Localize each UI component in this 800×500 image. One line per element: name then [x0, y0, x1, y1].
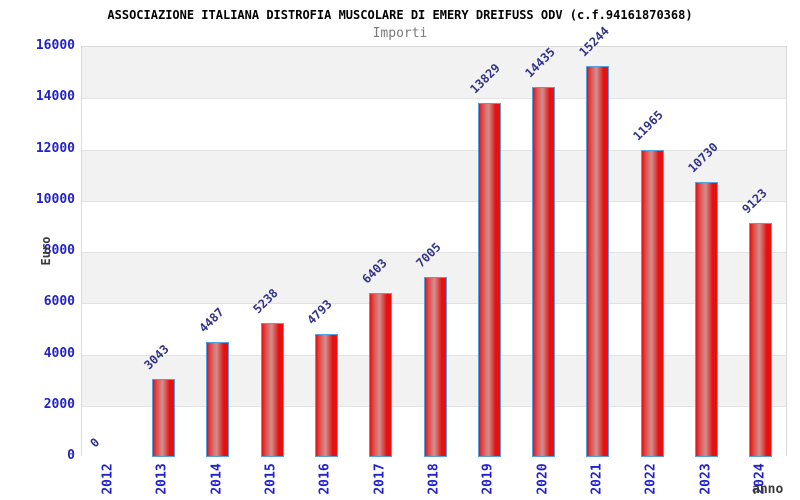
bar — [206, 342, 229, 457]
bar — [261, 323, 284, 457]
x-tick-label: 2021 — [589, 463, 605, 495]
y-axis-label: Euro — [39, 236, 53, 266]
bar — [532, 87, 555, 457]
y-band — [82, 98, 786, 150]
y-tick-label: 16000 — [35, 38, 75, 53]
x-tick-label: 2016 — [317, 463, 333, 495]
x-tick-label: 2023 — [698, 463, 714, 495]
y-tick-label: 4000 — [43, 345, 75, 361]
x-tick-label: 2018 — [426, 463, 442, 495]
x-tick-label: 2014 — [209, 463, 225, 495]
grid-line — [82, 98, 786, 99]
bar — [749, 223, 772, 457]
y-tick-label: 8000 — [43, 243, 75, 258]
chart-title: ASSOCIAZIONE ITALIANA DISTROFIA MUSCOLAR… — [107, 8, 693, 22]
bar — [586, 66, 609, 457]
bar — [315, 334, 338, 457]
bar — [478, 103, 501, 457]
grid-line — [82, 150, 786, 151]
x-axis-label: anno — [752, 482, 784, 497]
y-band — [82, 149, 786, 201]
x-tick-label: 2017 — [372, 463, 388, 495]
x-tick-label: 2013 — [154, 463, 170, 495]
bar — [369, 293, 392, 457]
x-tick-label: 2019 — [480, 463, 496, 495]
bar — [641, 150, 664, 457]
y-tick-label: 2000 — [43, 396, 75, 412]
y-tick-label: 12000 — [35, 140, 75, 156]
bar — [152, 379, 175, 457]
x-tick-label: 2020 — [535, 463, 551, 495]
y-band — [82, 47, 786, 99]
x-tick-label: 2015 — [263, 463, 279, 495]
bar — [424, 277, 447, 457]
y-tick-label: 10000 — [35, 191, 75, 207]
bar — [695, 182, 718, 457]
y-tick-label: 0 — [67, 448, 75, 463]
y-band — [82, 200, 786, 252]
grid-line — [82, 201, 786, 202]
chart-subtitle: Importi — [372, 26, 428, 41]
plot-area — [81, 46, 787, 457]
y-tick-label: 14000 — [35, 89, 75, 105]
x-tick-label: 2022 — [643, 463, 659, 495]
y-tick-label: 6000 — [43, 294, 75, 310]
grid-line — [82, 252, 786, 253]
x-tick-label: 2012 — [100, 463, 116, 495]
